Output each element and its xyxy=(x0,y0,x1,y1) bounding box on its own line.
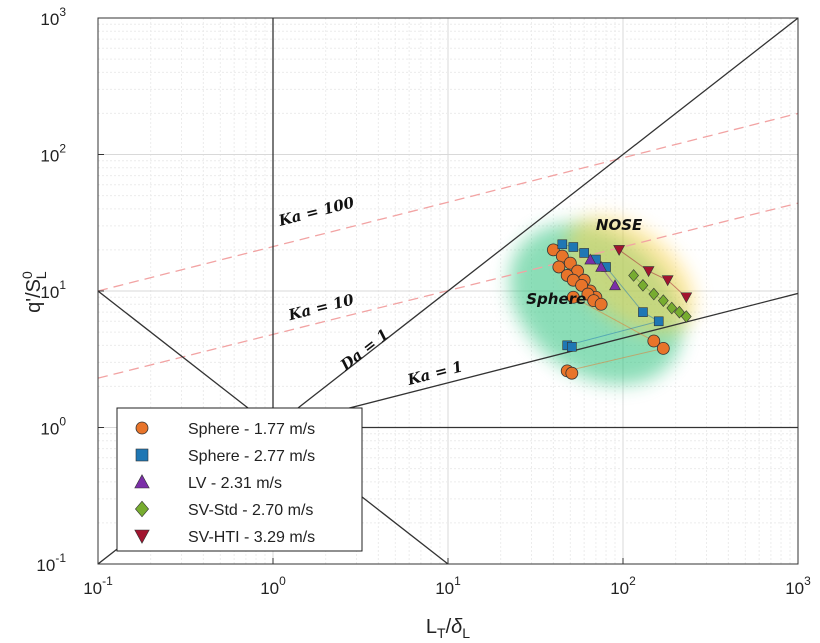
data-point xyxy=(609,279,621,291)
legend-label: LV - 2.31 m/s xyxy=(188,475,282,492)
legend-label: SV-Std - 2.70 m/s xyxy=(188,502,313,519)
legend: Sphere - 1.77 m/s Sphere - 2.77 m/s LV - 2… xyxy=(116,407,363,552)
x-axis-label-base: L xyxy=(426,616,437,638)
legend-box xyxy=(116,407,363,552)
data-point xyxy=(657,294,669,307)
data-point xyxy=(594,297,608,311)
x-axis-label-sub1: T xyxy=(437,625,446,641)
axis-ticks: 10-1 100 101 102 103 10-1 100 101 102 103 xyxy=(36,5,811,598)
data-point xyxy=(584,253,597,265)
region-label: NOSE xyxy=(596,216,643,234)
legend-marker xyxy=(135,500,149,518)
regime-label: Da = 1 xyxy=(336,325,392,374)
legend-label: Sphere - 2.77 m/s xyxy=(188,448,315,465)
y-axis-label-base: q'/S xyxy=(23,279,45,313)
series-2 xyxy=(584,253,621,291)
y-axis-label-sup: 0 xyxy=(19,271,35,279)
data-point xyxy=(666,301,678,315)
data-point xyxy=(661,275,674,287)
regime-label: Ka = 100 xyxy=(276,193,357,230)
data-point xyxy=(680,310,692,323)
legend-marker xyxy=(134,529,150,544)
data-markers xyxy=(546,239,693,380)
series-connector xyxy=(573,296,655,342)
data-point xyxy=(680,292,693,304)
x-tick-label: 100 xyxy=(260,574,286,598)
x-tick-label: 103 xyxy=(785,574,811,598)
x-axis-label-sub2: L xyxy=(462,625,470,641)
series-connector xyxy=(567,347,664,372)
data-point xyxy=(613,245,626,256)
data-point xyxy=(567,342,577,352)
data-point xyxy=(565,366,579,380)
series-0 xyxy=(546,243,670,380)
series-connector xyxy=(567,320,659,346)
series-3 xyxy=(628,269,692,323)
legend-marker xyxy=(135,448,149,462)
legend-marker xyxy=(134,474,150,489)
y-tick-label: 10-1 xyxy=(36,551,66,575)
data-point xyxy=(595,260,608,272)
x-axis-label-slash: / xyxy=(446,616,452,638)
data-point xyxy=(552,260,566,274)
data-point xyxy=(575,278,588,292)
series-4 xyxy=(613,245,693,304)
legend-marker xyxy=(135,421,149,435)
legend-label: Sphere - 1.77 m/s xyxy=(188,421,315,438)
data-point xyxy=(653,316,664,327)
region-label: Sphere xyxy=(526,290,586,308)
data-point xyxy=(656,341,670,355)
x-axis-label-greek: δ xyxy=(451,616,463,638)
data-point xyxy=(568,242,579,252)
y-tick-label: 101 xyxy=(40,278,66,302)
regime-line xyxy=(272,292,798,429)
data-point xyxy=(637,279,649,292)
data-point xyxy=(647,334,661,348)
x-axis-label: LT/δL xyxy=(426,616,470,641)
y-tick-label: 103 xyxy=(40,5,66,29)
regime-line xyxy=(98,112,798,292)
data-point xyxy=(642,266,655,278)
y-axis-label-sub: L xyxy=(33,271,49,279)
data-point xyxy=(674,305,685,319)
data-point xyxy=(566,290,580,304)
data-point xyxy=(546,243,560,257)
data-point xyxy=(648,287,660,301)
data-point xyxy=(563,256,577,270)
x-tick-label: 101 xyxy=(435,574,461,598)
regime-label: Ka = 10 xyxy=(286,290,357,324)
y-tick-label: 102 xyxy=(40,142,66,166)
data-point xyxy=(579,248,589,258)
data-point xyxy=(638,307,648,317)
series-connector xyxy=(605,266,644,313)
legend-label: SV-HTI - 3.29 m/s xyxy=(188,529,315,546)
data-point xyxy=(628,269,639,282)
data-point xyxy=(557,239,568,250)
x-tick-label: 102 xyxy=(610,574,636,598)
y-tick-label: 100 xyxy=(40,415,66,439)
x-tick-label: 10-1 xyxy=(83,574,113,598)
y-axis-label: q'/S0L xyxy=(19,271,49,313)
